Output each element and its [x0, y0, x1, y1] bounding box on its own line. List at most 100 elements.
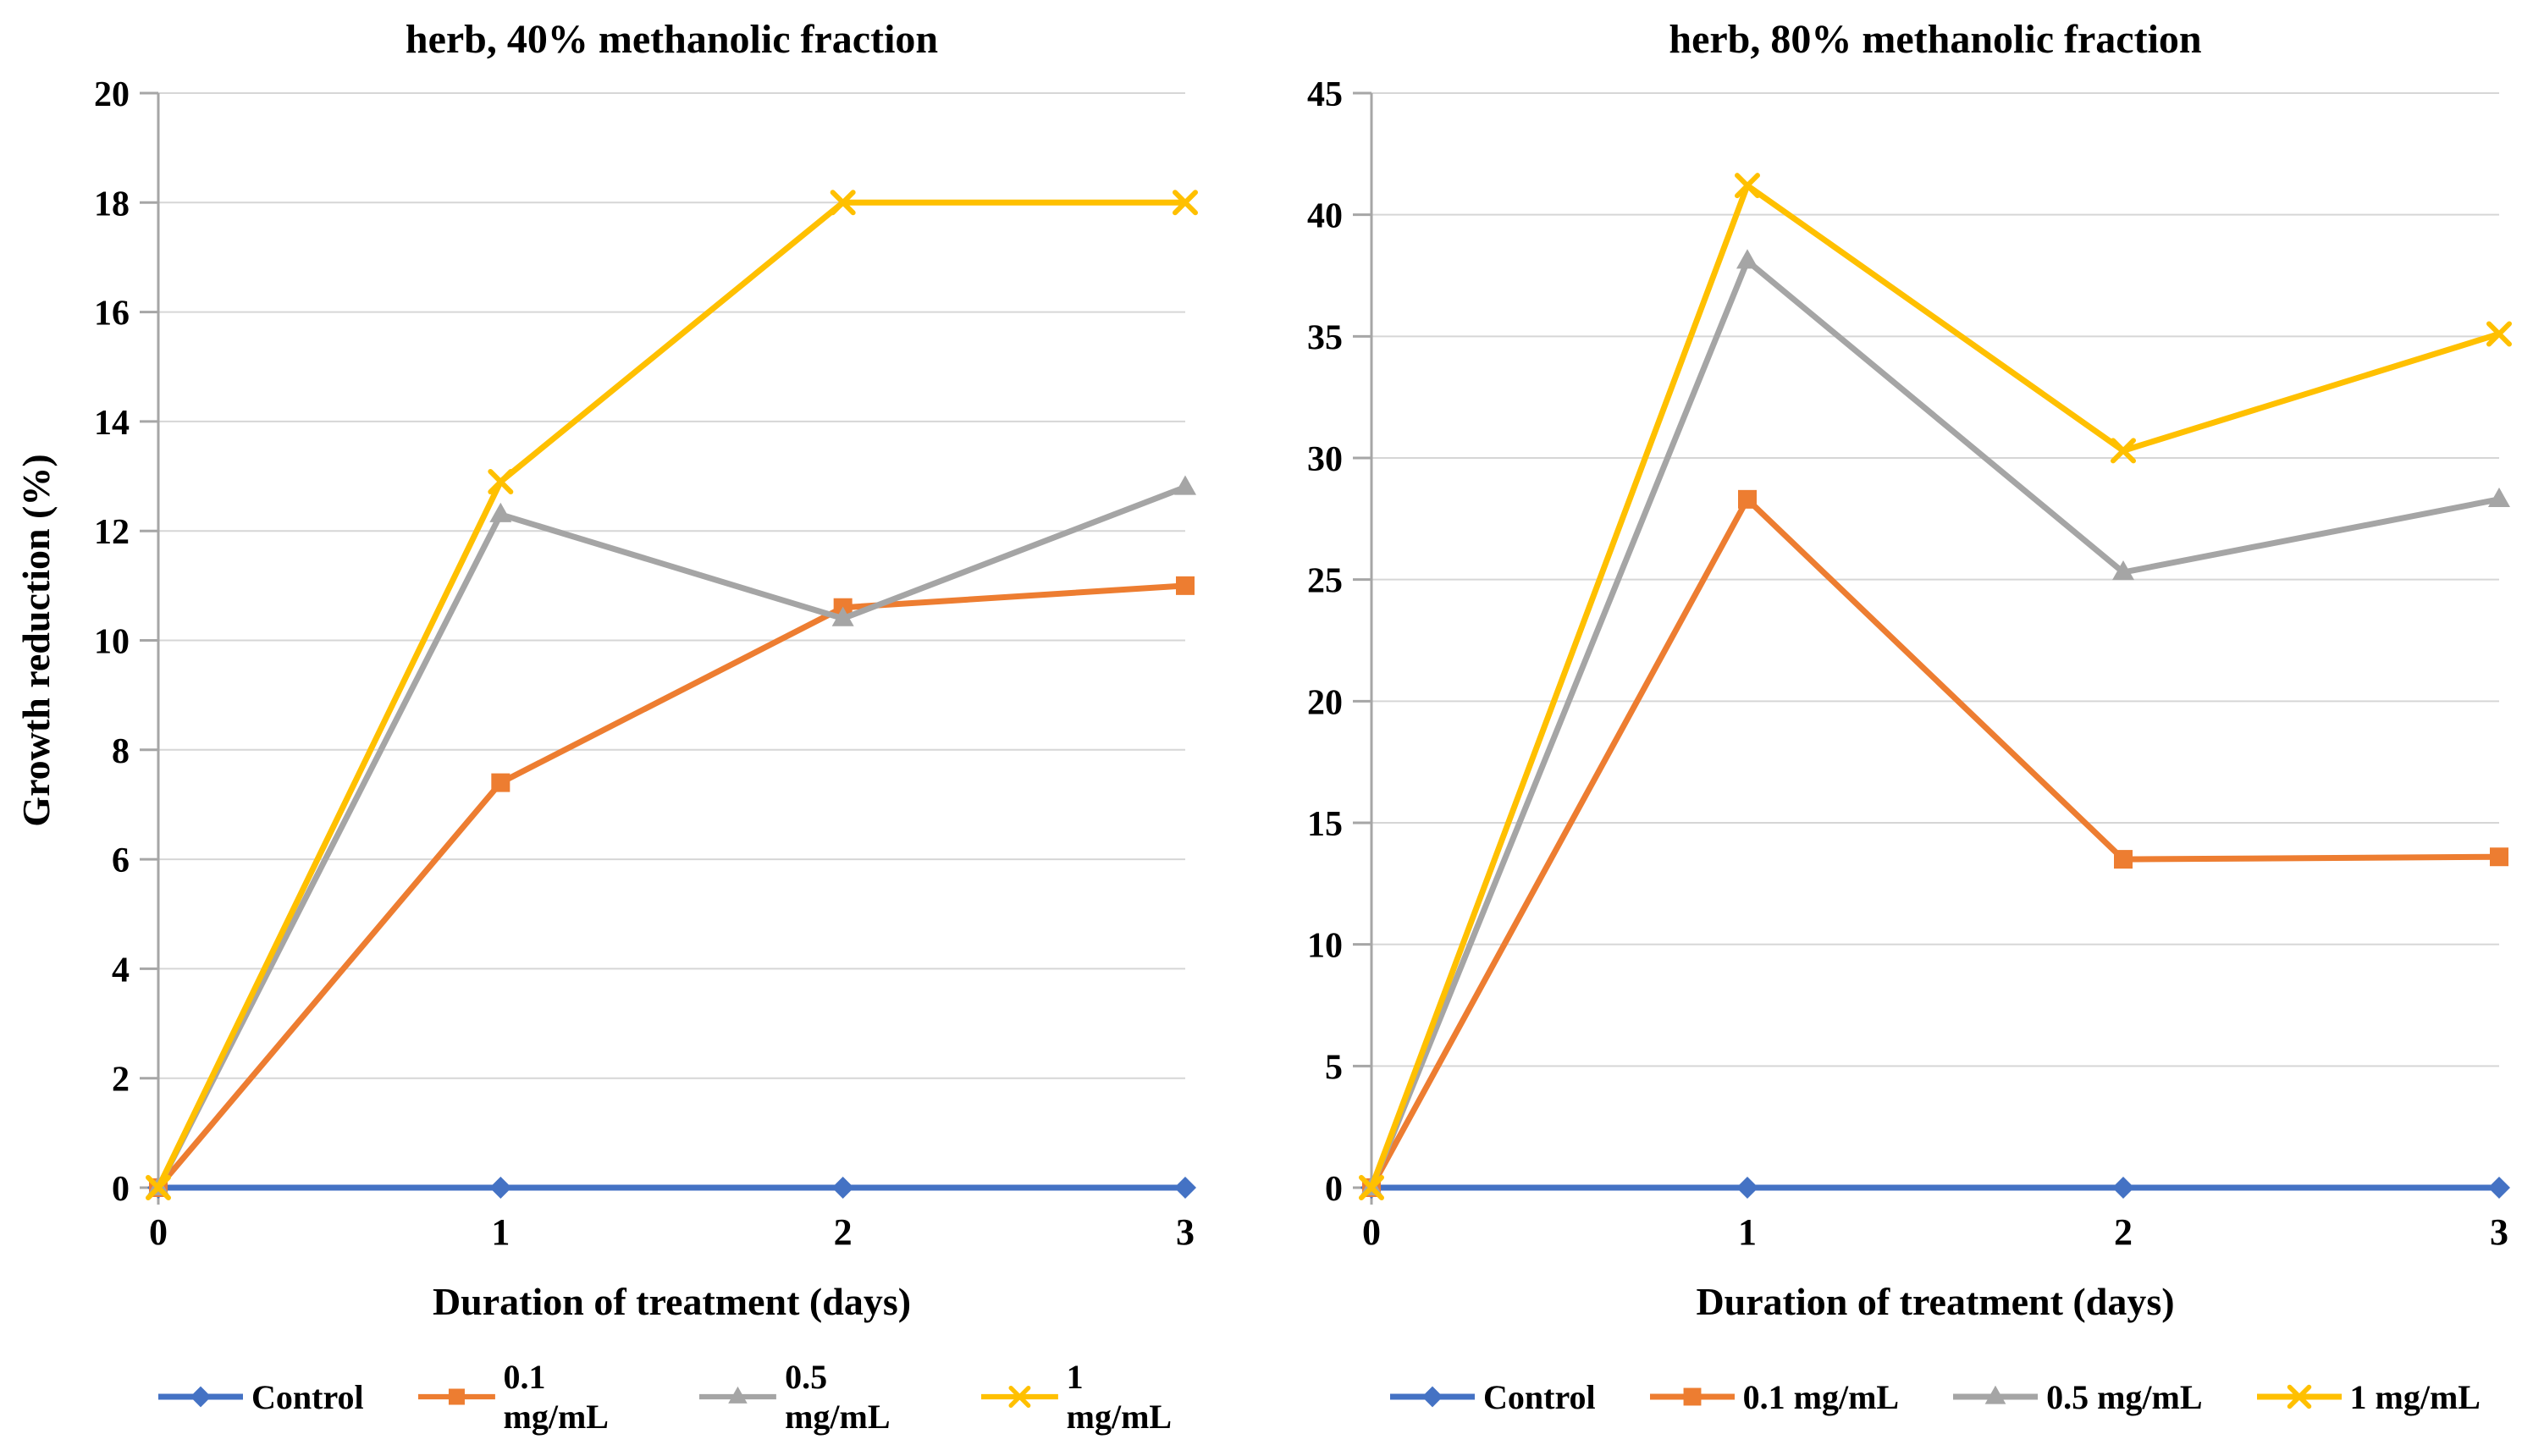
x-axis-title: Duration of treatment (days) [433, 1280, 911, 1323]
marker-x [2486, 321, 2512, 347]
legend-item: 1 mg/mL [980, 1357, 1185, 1437]
y-axis-tick-label: 10 [94, 623, 130, 662]
marker-square [2490, 847, 2508, 867]
x-axis-title: Duration of treatment (days) [1696, 1280, 2174, 1323]
legend-item: 0.5 mg/mL [699, 1357, 927, 1437]
marker-diamond [190, 1386, 212, 1408]
marker-x [1173, 190, 1198, 216]
marker-square [1176, 576, 1195, 595]
y-axis-tick-label: 30 [1307, 440, 1343, 479]
x-axis-tick-label: 1 [1738, 1211, 1757, 1253]
marker-square [491, 773, 510, 792]
legend-40: Control 0.1 mg/mL 0.5 mg/mL 1 mg/mL [158, 1337, 1185, 1456]
y-axis-tick-label: 35 [1307, 318, 1343, 357]
marker-x [146, 1175, 171, 1200]
legend-swatch [1390, 1386, 1476, 1408]
chart-herb-40-methanolic: 0 2 4 6 8 10 12 14 16 18 20 0 1 2 3 herb, 40% methanoli… [14, 17, 1198, 1456]
marker-x [1008, 1386, 1031, 1408]
marker-triangle [2111, 560, 2135, 581]
x-axis-tick-label: 0 [1362, 1211, 1381, 1253]
series-control [147, 1177, 1196, 1199]
legend-item: Control [158, 1377, 364, 1417]
y-axis-tick-label: 5 [1325, 1048, 1343, 1087]
marker-x [830, 190, 856, 216]
marker-triangle [1173, 475, 1197, 495]
x-axis-tick-label: 3 [1176, 1211, 1195, 1253]
x-axis-tick-label: 0 [149, 1211, 168, 1253]
series-0-1-mg-ml [1362, 489, 2508, 1197]
marker-triangle [2487, 487, 2511, 507]
legend-item: Control [1390, 1377, 1596, 1417]
legend-swatch [1953, 1385, 2039, 1404]
marker-triangle [831, 606, 854, 626]
legend-swatch [980, 1386, 1058, 1408]
x-axis-tick-label: 1 [491, 1211, 510, 1253]
y-axis-tick-label: 8 [112, 732, 130, 771]
legend-label: 1 mg/mL [2349, 1377, 2481, 1416]
marker-triangle [728, 1386, 748, 1404]
y-axis-tick-label: 25 [1307, 562, 1343, 601]
series-line [155, 199, 1189, 1191]
marker-x [1735, 173, 1760, 199]
series-1-mg-ml [1359, 173, 2512, 1200]
y-axis-tick-label: 16 [94, 295, 130, 334]
legend-label: 0.5 mg/mL [785, 1358, 891, 1436]
series-0-5-mg-ml [1360, 249, 2511, 1196]
y-axis-tick-label: 40 [1307, 197, 1343, 236]
series-line [1368, 496, 2503, 1191]
series-line [1368, 182, 2503, 1191]
chart-title: herb, 80% methanolic fraction [1669, 17, 2201, 62]
legend-80: Control 0.1 mg/mL 0.5 mg/mL 1 mg/mL [1371, 1337, 2499, 1456]
y-axis-tick-label: 2 [112, 1061, 130, 1100]
series-line [155, 582, 1189, 1191]
series-line [155, 483, 1189, 1191]
marker-diamond [1174, 1177, 1196, 1199]
x-axis-tick-label: 3 [2490, 1211, 2508, 1253]
legend-item: 0.1 mg/mL [417, 1357, 646, 1437]
series-0-5-mg-ml [146, 475, 1197, 1196]
marker-diamond [831, 1177, 854, 1199]
legend-item: 1 mg/mL [2256, 1377, 2481, 1417]
y-axis-tick-label: 15 [1307, 805, 1343, 844]
x-axis-tick-label: 2 [834, 1211, 853, 1253]
y-axis-tick-label: 45 [1307, 75, 1343, 114]
legend-label: 1 mg/mL [1066, 1358, 1173, 1436]
y-axis-tick-label: 0 [1325, 1170, 1343, 1209]
series-line [1368, 257, 2503, 1191]
marker-diamond [2112, 1177, 2134, 1199]
y-axis-tick-label: 4 [112, 951, 130, 990]
legend-swatch [158, 1386, 243, 1408]
marker-square [448, 1388, 465, 1405]
series-1-mg-ml [146, 190, 1198, 1200]
chart-herb-80-methanolic: 0 5 10 15 20 25 30 35 40 45 0 1 2 3 herb, 80% methanol… [1261, 0, 2522, 1456]
marker-diamond [489, 1177, 512, 1199]
legend-label: 0.1 mg/mL [1742, 1377, 1900, 1416]
marker-x [1359, 1175, 1384, 1200]
y-axis-tick-label: 0 [112, 1170, 130, 1209]
legend-label: Control [1483, 1377, 1596, 1416]
marker-triangle [1736, 249, 1759, 269]
gridlines [1371, 92, 2499, 1189]
y-axis-title: Growth reduction (%) [14, 454, 58, 826]
legend-label: 0.5 mg/mL [2046, 1377, 2203, 1416]
gridlines [158, 92, 1185, 1189]
marker-square [2114, 850, 2133, 869]
marker-diamond [2488, 1177, 2510, 1199]
chart-plot-80: 0 5 10 15 20 25 30 35 40 45 0 1 2 3 herb, 80% methanol… [1307, 17, 2512, 1323]
chart-title: herb, 40% methanolic fraction [406, 17, 938, 62]
marker-square [1683, 1387, 1702, 1406]
legend-swatch [417, 1388, 495, 1405]
y-axis-tick-label: 12 [94, 513, 130, 552]
y-axis-tick-label: 20 [94, 75, 130, 114]
series-control [1360, 1177, 2510, 1199]
marker-x [2111, 438, 2136, 464]
legend-label: 0.1 mg/mL [503, 1358, 609, 1436]
y-axis-tick-label: 20 [1307, 683, 1343, 722]
marker-triangle [489, 502, 512, 522]
marker-diamond [1736, 1177, 1758, 1199]
y-axis-tick-label: 6 [112, 841, 130, 880]
legend-swatch [1649, 1387, 1735, 1406]
marker-x [2287, 1384, 2311, 1409]
